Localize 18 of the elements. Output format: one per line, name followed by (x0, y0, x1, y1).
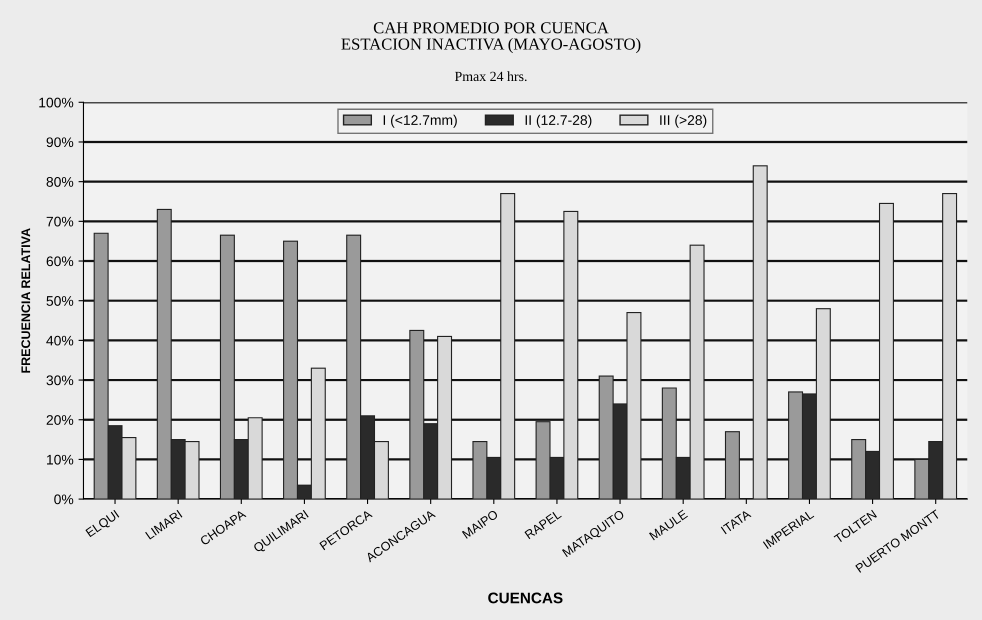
y-tick-label: 30% (46, 375, 74, 386)
chart-title: CAH PROMEDIO POR CUENCA ESTACION INACTIVA (MAYO-AGOSTO) (341, 22, 640, 54)
y-tick-label: 0% (54, 494, 74, 504)
y-tick-label: 50% (46, 296, 74, 306)
y-tick-label: 20% (46, 415, 74, 425)
y-tick-label: 60% (46, 256, 74, 266)
y-tick-label: 80% (46, 176, 74, 187)
y-tick-label: 70% (46, 216, 74, 227)
y-tick-label: 40% (46, 336, 74, 346)
x-axis-title: CUENCAS (488, 592, 563, 604)
y-tick-label: 10% (47, 454, 74, 465)
legend-label: II (12.7-28) (526, 114, 592, 128)
y-axis-title: FRECUENCIA RELATIVA (21, 228, 30, 373)
y-tick-label: 100% (39, 98, 74, 108)
legend-label: III (>28) (660, 114, 706, 128)
y-tick-label: 90% (46, 137, 74, 148)
chart-subtitle: Pmax 24 hrs. (454, 71, 527, 82)
legend-label: I (<12.7mm) (384, 114, 457, 128)
